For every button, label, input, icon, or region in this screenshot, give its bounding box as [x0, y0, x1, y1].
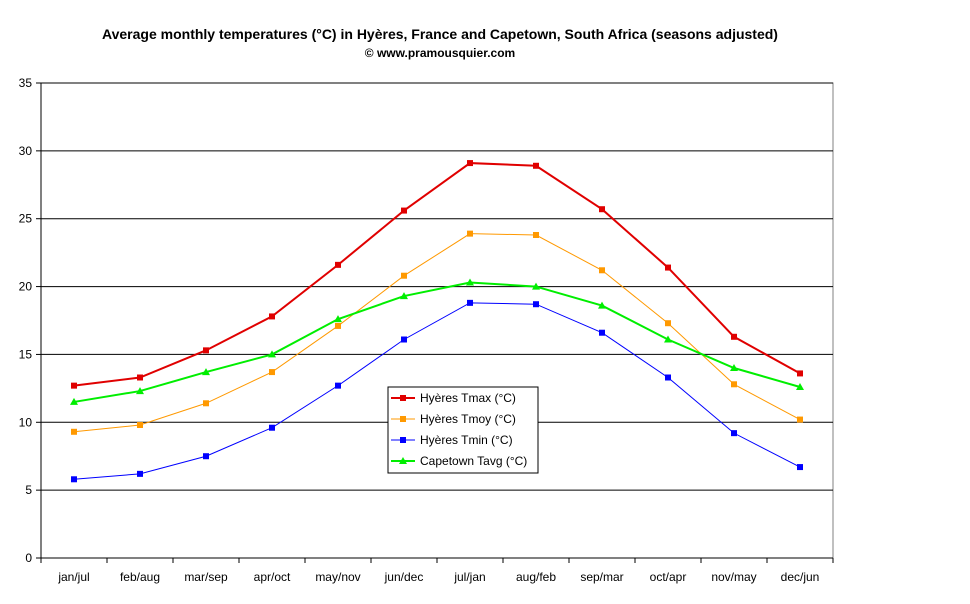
data-point [599, 206, 605, 213]
data-point [335, 382, 341, 389]
x-tick-label: jul/jan [453, 570, 485, 584]
data-point [71, 476, 77, 483]
series-1 [71, 160, 803, 389]
y-tick-label: 15 [19, 347, 33, 361]
data-point [797, 464, 803, 471]
data-point [401, 207, 407, 214]
data-point [203, 453, 209, 460]
data-point [202, 368, 210, 376]
data-point [665, 374, 671, 381]
data-point [467, 299, 473, 306]
legend-item: Hyères Tmin (°C) [391, 433, 513, 447]
data-point [203, 400, 209, 407]
data-point [532, 282, 540, 290]
y-tick-label: 10 [19, 415, 33, 429]
data-point [467, 160, 473, 167]
data-point [269, 313, 275, 320]
x-tick-label: aug/feb [516, 570, 556, 584]
x-tick-label: apr/oct [254, 570, 291, 584]
x-tick-label: dec/jun [781, 570, 820, 584]
data-point [269, 369, 275, 376]
chart-title: Average monthly temperatures (°C) in Hyè… [102, 26, 778, 42]
x-tick-label: sep/mar [580, 570, 623, 584]
data-point [335, 261, 341, 268]
data-point [533, 232, 539, 238]
data-point [335, 322, 341, 329]
plot-area [40, 82, 834, 559]
data-point [137, 470, 143, 477]
data-point [268, 350, 276, 358]
y-tick-label: 30 [19, 144, 33, 158]
data-point [533, 301, 539, 308]
data-point [731, 381, 737, 388]
legend-item: Hyères Tmoy (°C) [391, 412, 516, 426]
data-point [731, 430, 737, 437]
grid-lines [41, 82, 833, 491]
data-point [599, 267, 605, 274]
y-tick-label: 0 [25, 551, 32, 565]
data-point [334, 315, 342, 323]
data-point [137, 422, 143, 428]
data-point [203, 347, 209, 354]
data-point [401, 336, 407, 343]
data-point [796, 383, 804, 390]
series-layer [70, 160, 804, 483]
data-point [797, 416, 803, 423]
legend-item: Hyères Tmax (°C) [391, 391, 516, 405]
data-point [664, 335, 672, 343]
series-line [73, 233, 801, 433]
y-tick-label: 5 [25, 483, 32, 497]
series-line [73, 281, 801, 403]
x-tick-label: jan/jul [57, 570, 89, 584]
series-4 [70, 278, 804, 405]
legend-swatch-marker [400, 395, 406, 401]
data-point [665, 264, 671, 271]
data-point [599, 329, 605, 336]
y-tick-label: 20 [19, 280, 33, 294]
y-tick-label: 35 [19, 76, 33, 90]
data-point [797, 370, 803, 377]
legend-swatch-marker [400, 416, 406, 422]
data-point [665, 320, 671, 327]
legend-label: Capetown Tavg (°C) [420, 454, 527, 468]
data-point [533, 162, 539, 169]
legend-item: Capetown Tavg (°C) [391, 454, 527, 468]
data-point [136, 387, 144, 395]
legend-label: Hyères Tmax (°C) [420, 391, 516, 405]
series-line [73, 162, 801, 387]
y-tick-label: 25 [19, 212, 33, 226]
series-2 [71, 230, 803, 435]
x-tick-label: may/nov [315, 570, 360, 584]
x-tick-label: jun/dec [384, 570, 424, 584]
legend: Hyères Tmax (°C) Hyères Tmoy (°C) Hyères T… [387, 386, 539, 474]
legend-label: Hyères Tmin (°C) [420, 433, 513, 447]
data-point [71, 382, 77, 389]
data-point [730, 364, 738, 371]
x-tick-label: nov/may [711, 570, 756, 584]
series-line [73, 302, 801, 480]
legend-swatch-marker [399, 457, 407, 464]
x-tick-label: oct/apr [650, 570, 687, 584]
data-point [401, 272, 407, 279]
x-tick-label: feb/aug [120, 570, 160, 584]
data-point [400, 292, 408, 300]
data-point [731, 333, 737, 340]
data-point [269, 424, 275, 431]
data-point [71, 428, 77, 435]
chart-subtitle: © www.pramousquier.com [365, 46, 515, 60]
legend-label: Hyères Tmoy (°C) [420, 412, 516, 426]
legend-box [387, 386, 539, 474]
data-point [70, 397, 78, 405]
data-point [598, 301, 606, 309]
series-3 [71, 299, 803, 483]
x-tick-label: mar/sep [184, 570, 228, 584]
axes: 0 5 10 15 20 25 30 35 jan/jul feb/aug mar/sep apr/o… [19, 76, 834, 584]
legend-swatch-marker [400, 437, 406, 443]
data-point [466, 278, 474, 286]
data-point [137, 374, 143, 381]
data-point [467, 230, 473, 237]
